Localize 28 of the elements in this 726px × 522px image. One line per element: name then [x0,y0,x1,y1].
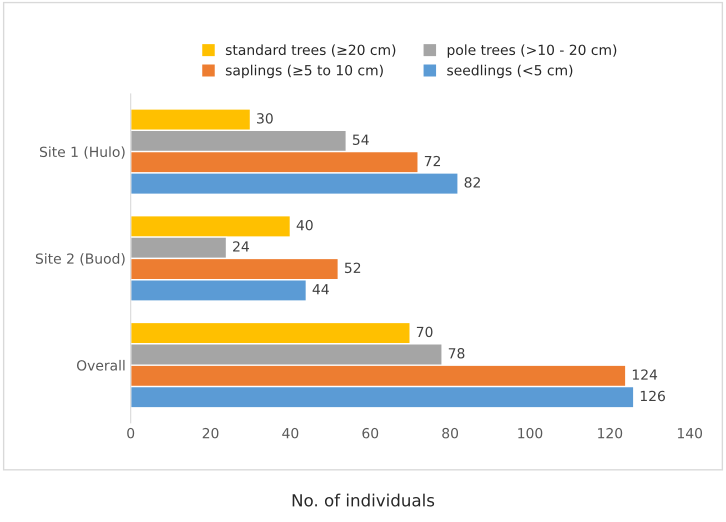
x-tick-label: 60 [362,428,378,438]
legend-label: seedlings (<5 cm) [447,64,572,78]
data-label: 126 [640,390,665,402]
x-tick-label: 80 [442,428,458,438]
data-label: 40 [296,220,313,230]
data-label: 54 [352,134,369,145]
data-label: 82 [464,177,480,188]
legend-label: pole trees (>10 - 20 cm) [448,44,616,58]
data-label: 78 [448,348,464,359]
x-tick-label: 40 [282,428,298,438]
data-label: 70 [416,326,432,338]
data-label: 72 [424,156,440,166]
data-label: 30 [257,113,273,124]
y-tick-label: Site 2 (Buod) [36,253,125,266]
data-label: 124 [632,369,658,380]
x-tick-label: 20 [202,428,218,438]
y-tick-label: Site 1 (Hulo) [40,146,125,159]
data-label: 44 [312,284,329,294]
x-tick-label: 100 [518,428,542,438]
x-tick-label: 0 [127,428,134,438]
data-label: 52 [344,262,360,274]
data-label: 24 [233,241,249,252]
legend-label: standard trees (≥20 cm) [226,44,396,57]
x-axis-title: No. of individuals [292,494,434,507]
y-tick-label: Overall [76,360,125,371]
x-tick-label: 140 [678,428,702,438]
x-tick-label: 120 [598,428,622,438]
legend-label: saplings (≥5 to 10 cm) [226,64,383,78]
